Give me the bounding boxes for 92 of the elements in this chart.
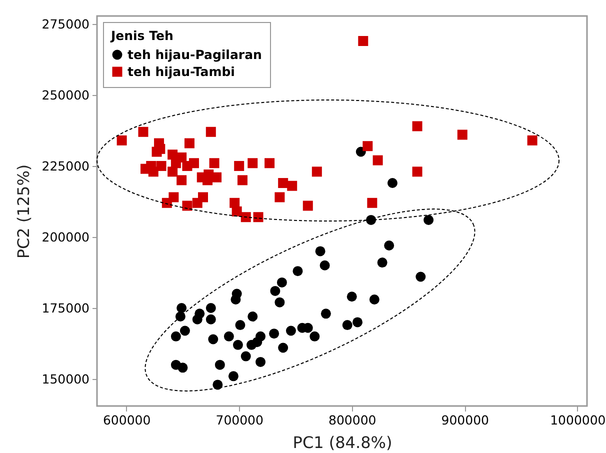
point [168, 166, 178, 177]
point [214, 360, 225, 370]
point [182, 160, 192, 171]
point [192, 198, 202, 208]
point [206, 303, 216, 313]
point [286, 326, 296, 336]
point [138, 126, 148, 137]
point [274, 297, 285, 308]
point [362, 141, 373, 152]
point [148, 166, 158, 177]
point [278, 178, 288, 188]
x-tick-label: 700000 [216, 412, 264, 428]
point [302, 200, 313, 211]
point [274, 192, 285, 202]
x-tick-label: 900000 [441, 412, 490, 428]
point [312, 166, 322, 177]
legend-title: Jenis Teh [110, 28, 174, 43]
point [182, 200, 192, 211]
point [248, 158, 258, 168]
point [170, 158, 181, 168]
point [192, 314, 202, 324]
point [372, 155, 383, 166]
point [152, 146, 162, 157]
point [315, 246, 326, 256]
y-tick-label: 225000 [42, 158, 90, 174]
point [234, 160, 244, 171]
point [156, 160, 166, 171]
point [342, 320, 352, 330]
point [235, 320, 246, 330]
point [175, 312, 186, 322]
point [367, 198, 378, 208]
point [270, 286, 280, 296]
point [240, 351, 251, 362]
x-tick-label: 1000000 [550, 412, 606, 428]
point [212, 172, 222, 182]
point [240, 212, 251, 222]
legend-label: teh hijau-Tambi [128, 64, 235, 79]
point [232, 206, 242, 216]
y-axis-title: PC2 (125%) [14, 164, 33, 259]
point [276, 277, 287, 288]
point [184, 138, 194, 148]
point [180, 326, 190, 336]
y-tick-label: 150000 [42, 372, 90, 387]
point [346, 292, 357, 302]
point [352, 317, 363, 328]
point [278, 342, 288, 353]
point [232, 340, 243, 350]
point [416, 272, 426, 282]
point [230, 294, 241, 304]
point [369, 294, 380, 304]
point [212, 380, 223, 390]
point [224, 331, 234, 342]
point [527, 135, 538, 146]
point [253, 212, 264, 222]
point [292, 266, 303, 276]
point [237, 175, 248, 186]
x-axis-title: PC1 (84.8%) [292, 433, 392, 452]
point [256, 356, 266, 367]
point [320, 260, 330, 270]
point [228, 371, 238, 382]
point [457, 130, 468, 140]
point [412, 121, 422, 132]
point [252, 337, 262, 348]
point [387, 178, 398, 188]
point [412, 166, 422, 177]
point [176, 175, 187, 186]
point [377, 258, 388, 268]
point [162, 198, 172, 208]
x-tick-label: 800000 [328, 412, 376, 428]
point [208, 334, 218, 344]
point [287, 180, 298, 191]
legend-label: teh hijau-Pagilaran [128, 46, 262, 62]
point [424, 214, 434, 225]
point [209, 158, 220, 168]
point [310, 331, 320, 342]
point [178, 362, 188, 373]
point [206, 314, 216, 324]
point [358, 36, 368, 46]
point [170, 331, 181, 342]
point [384, 240, 394, 250]
point [264, 158, 275, 168]
y-tick-label: 175000 [42, 300, 90, 316]
point [320, 308, 331, 319]
y-tick-label: 275000 [42, 16, 90, 32]
point [248, 312, 258, 322]
y-tick-label: 200000 [42, 229, 90, 244]
point [176, 303, 187, 313]
point [206, 126, 216, 137]
point [116, 135, 127, 146]
x-tick-label: 600000 [102, 412, 151, 428]
y-tick-label: 250000 [42, 87, 90, 102]
point [269, 328, 280, 339]
